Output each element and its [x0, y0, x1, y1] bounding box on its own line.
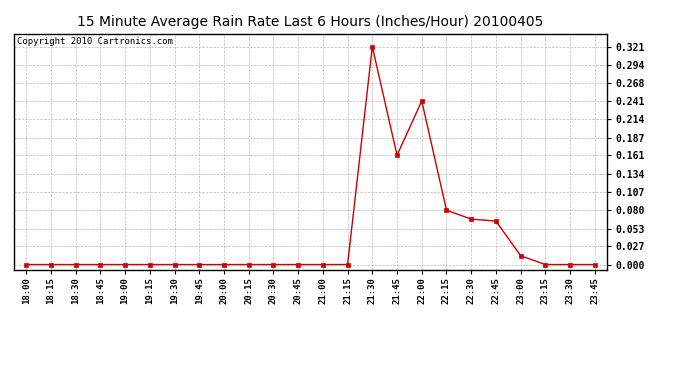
Text: Copyright 2010 Cartronics.com: Copyright 2010 Cartronics.com: [17, 37, 172, 46]
Text: 15 Minute Average Rain Rate Last 6 Hours (Inches/Hour) 20100405: 15 Minute Average Rain Rate Last 6 Hours…: [77, 15, 544, 29]
